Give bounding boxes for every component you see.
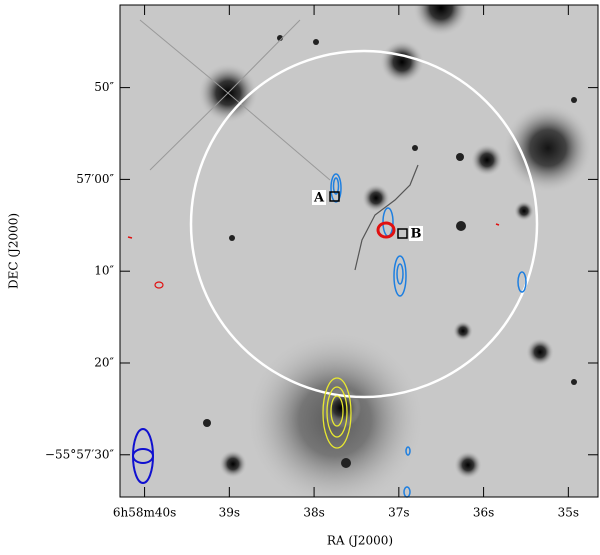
y-tick-label: 57′00″: [76, 172, 114, 186]
contours-yellow: [322, 377, 352, 449]
annotation: A: [313, 191, 325, 206]
contours-red: [127, 221, 500, 289]
y-tick-label: 20″: [94, 355, 114, 369]
x-axis-label: RA (J2000): [327, 534, 393, 548]
x-tick-label: 38s: [303, 506, 324, 520]
arc: [354, 164, 419, 271]
x-tick-label: 37s: [388, 506, 409, 520]
label-bg: [409, 226, 423, 241]
y-tick-label: 50″: [94, 80, 114, 94]
label-bg: [312, 190, 326, 205]
x-tick-label: 39s: [219, 506, 240, 520]
x-tick-label: 36s: [473, 506, 494, 520]
marker-box: [329, 191, 340, 202]
y-axis-label: DEC (J2000): [7, 213, 21, 289]
marker-box: [397, 228, 408, 239]
y-tick-label: 10″: [94, 264, 114, 278]
y-tick-label: −55°57′30″: [45, 447, 115, 461]
frame: [119, 4, 599, 498]
beam-circle: [189, 49, 539, 399]
contours-blue: [330, 173, 527, 498]
annotation: B: [411, 227, 422, 242]
beam-ellipse: [132, 428, 154, 484]
x-tick-label: 35s: [558, 506, 579, 520]
sky-image: [120, 5, 598, 497]
x-tick-label: 6h58m40s: [113, 506, 176, 520]
